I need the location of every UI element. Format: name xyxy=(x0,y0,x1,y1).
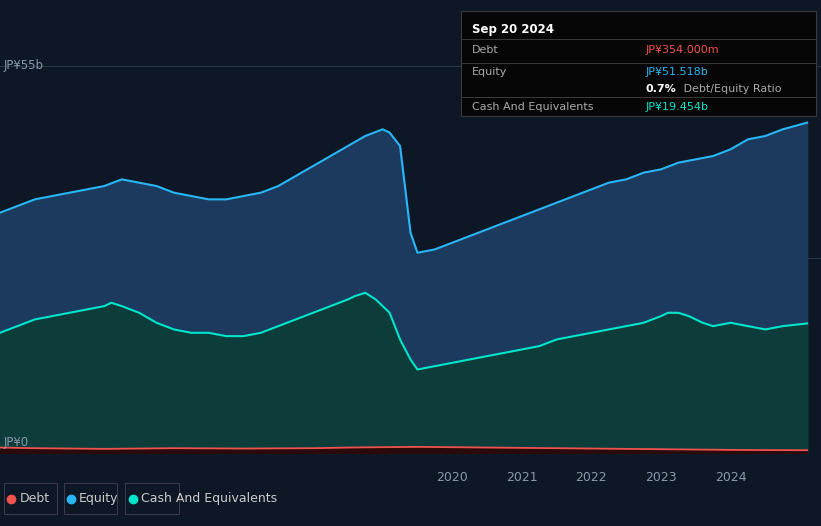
Text: Equity: Equity xyxy=(472,67,507,77)
Text: Cash And Equivalents: Cash And Equivalents xyxy=(472,102,594,112)
Text: Cash And Equivalents: Cash And Equivalents xyxy=(141,492,277,505)
FancyBboxPatch shape xyxy=(125,483,179,514)
Text: 0.7%: 0.7% xyxy=(646,84,677,94)
Text: JP¥19.454b: JP¥19.454b xyxy=(646,102,709,112)
FancyBboxPatch shape xyxy=(4,483,57,514)
Text: JP¥55b: JP¥55b xyxy=(4,59,44,72)
Text: Sep 20 2024: Sep 20 2024 xyxy=(472,23,554,36)
Text: Debt: Debt xyxy=(472,45,499,55)
Text: Debt: Debt xyxy=(20,492,50,505)
Text: JP¥51.518b: JP¥51.518b xyxy=(646,67,709,77)
Text: Equity: Equity xyxy=(80,492,119,505)
Text: Debt/Equity Ratio: Debt/Equity Ratio xyxy=(680,84,781,94)
FancyBboxPatch shape xyxy=(64,483,117,514)
Text: JP¥354.000m: JP¥354.000m xyxy=(646,45,719,55)
Text: JP¥0: JP¥0 xyxy=(4,436,30,449)
